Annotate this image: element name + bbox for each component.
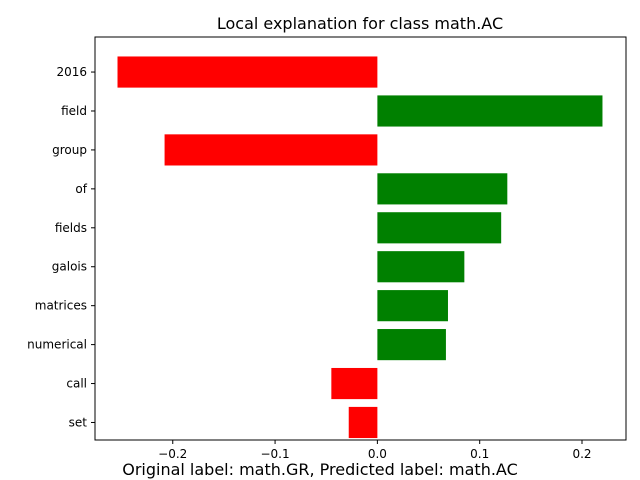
- x-tick-label: 0.0: [368, 447, 387, 461]
- bar-group: [164, 134, 378, 166]
- y-tick-label: call: [66, 377, 87, 391]
- bars-group: [117, 56, 603, 439]
- x-tick-label: 0.1: [470, 447, 489, 461]
- x-tick-label: 0.2: [572, 447, 591, 461]
- y-tick-label: galois: [52, 260, 87, 274]
- bar-of: [377, 173, 508, 205]
- y-axis: 2016 field group of fields galois matrices nume…: [27, 65, 95, 429]
- y-tick-label: fields: [55, 221, 87, 235]
- bar-numerical: [377, 329, 446, 361]
- bar-set: [348, 406, 378, 439]
- bar-call: [331, 367, 378, 400]
- y-tick-label: field: [61, 104, 87, 118]
- plot-frame: [94, 36, 627, 441]
- x-tick-label: −0.1: [260, 447, 289, 461]
- caption: Original label: math.GR, Predicted label…: [122, 460, 518, 479]
- bar-fields: [377, 212, 502, 244]
- y-tick-label: matrices: [35, 299, 87, 313]
- chart-title: Local explanation for class math.AC: [217, 14, 503, 33]
- y-tick-label: of: [75, 182, 87, 196]
- y-tick-label: numerical: [27, 338, 87, 352]
- y-tick-label: set: [69, 415, 88, 429]
- bar-field: [377, 95, 603, 127]
- x-tick-label: −0.2: [158, 447, 187, 461]
- bar-matrices: [377, 290, 448, 322]
- bar-galois: [377, 251, 465, 283]
- x-axis: −0.2 −0.1 0.0 0.1 0.2: [158, 440, 592, 461]
- y-tick-label: group: [52, 143, 87, 157]
- bar-2016: [117, 56, 378, 88]
- y-tick-label: 2016: [56, 65, 87, 79]
